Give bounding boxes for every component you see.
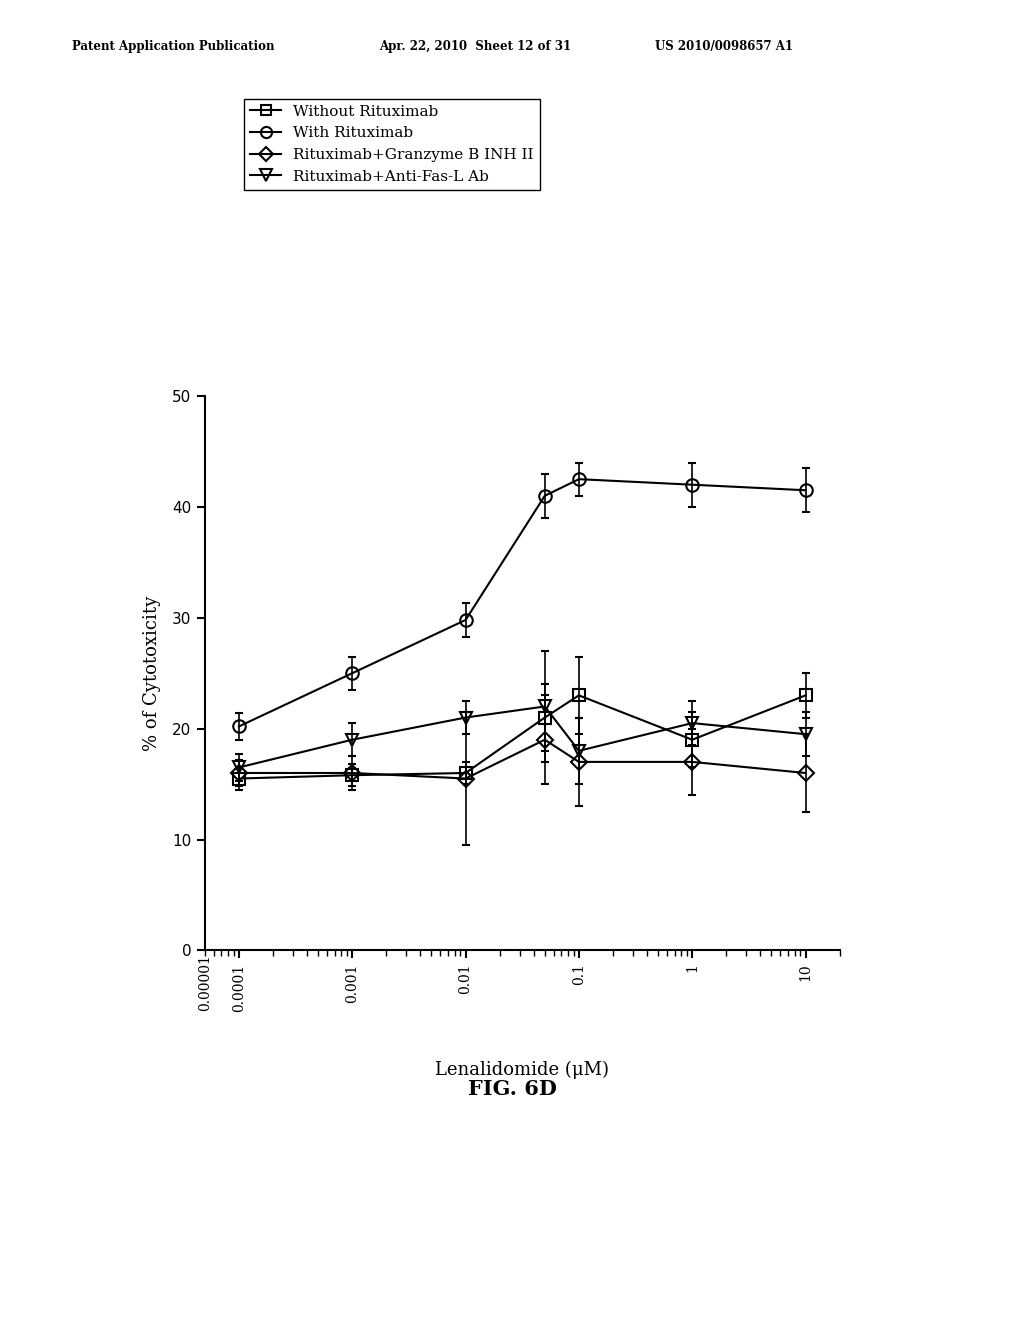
- Text: FIG. 6D: FIG. 6D: [468, 1078, 556, 1100]
- Text: Patent Application Publication: Patent Application Publication: [72, 40, 274, 53]
- Text: 0.00001: 0.00001: [198, 954, 212, 1011]
- Text: US 2010/0098657 A1: US 2010/0098657 A1: [655, 40, 794, 53]
- Y-axis label: % of Cytotoxicity: % of Cytotoxicity: [143, 595, 161, 751]
- X-axis label: Lenalidomide (μM): Lenalidomide (μM): [435, 1060, 609, 1078]
- Legend: Without Rituximab, With Rituximab, Rituximab+Granzyme B INH II, Rituximab+Anti-F: Without Rituximab, With Rituximab, Ritux…: [244, 99, 540, 190]
- Text: Apr. 22, 2010  Sheet 12 of 31: Apr. 22, 2010 Sheet 12 of 31: [379, 40, 571, 53]
